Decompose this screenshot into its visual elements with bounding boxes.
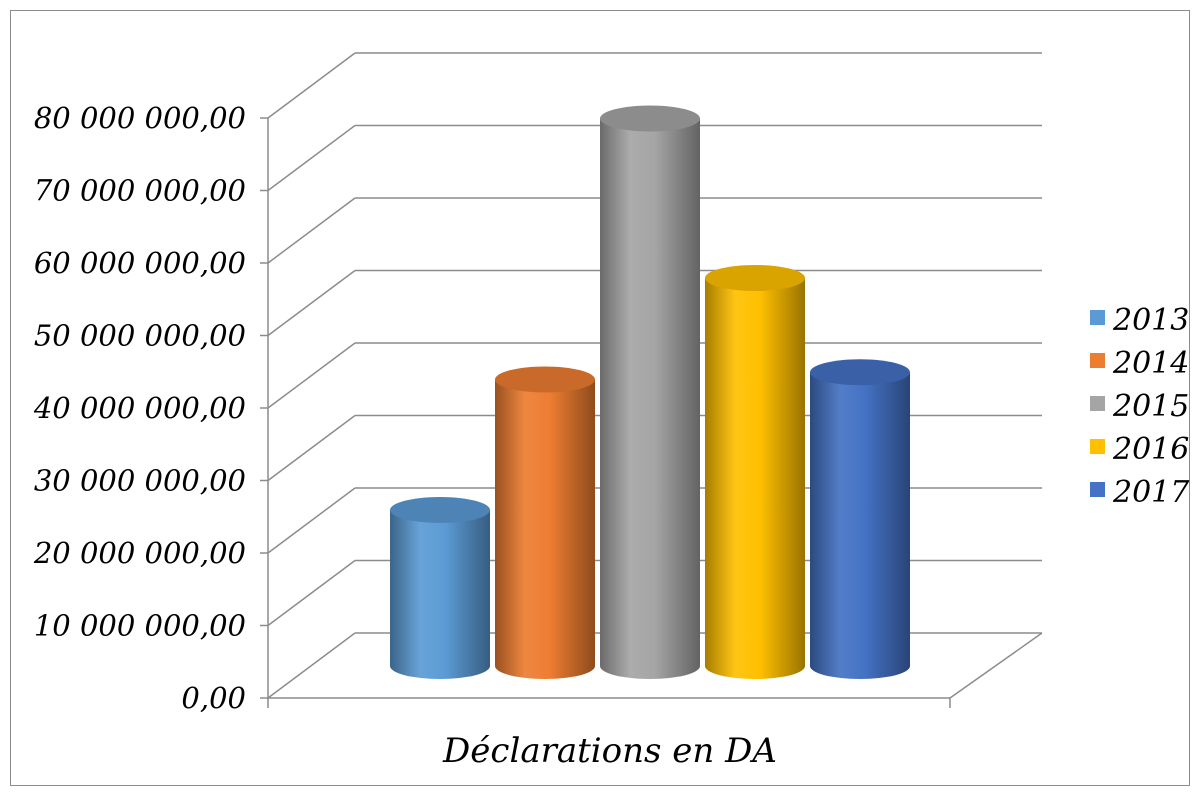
legend-label: 2013 bbox=[1112, 303, 1189, 338]
bar-top bbox=[390, 497, 490, 523]
gridline-side bbox=[267, 342, 356, 409]
bar-top bbox=[600, 105, 700, 132]
legend-label: 2014 bbox=[1112, 346, 1189, 381]
legend-label: 2017 bbox=[1112, 475, 1190, 510]
gridline-side bbox=[267, 487, 356, 554]
legend-item-2016: 2016 bbox=[1090, 432, 1189, 467]
floor-right-edge bbox=[949, 632, 1043, 699]
legend-item-2013: 2013 bbox=[1090, 303, 1189, 338]
y-tick-label: 30 000 000,00 bbox=[34, 464, 246, 498]
legend-label: 2015 bbox=[1112, 389, 1189, 424]
bar-top bbox=[810, 359, 910, 386]
bar-top bbox=[705, 265, 805, 291]
bar-body bbox=[600, 118, 700, 679]
gridline-side bbox=[267, 559, 356, 627]
y-axis: 0,00 10 000 000,00 20 000 000,00 30 000 000… bbox=[33, 101, 269, 715]
y-tick-label: 10 000 000,00 bbox=[34, 609, 246, 643]
gridline-side bbox=[267, 414, 356, 482]
gridline-side bbox=[267, 124, 356, 192]
bar-2017 bbox=[810, 359, 910, 679]
legend-swatch bbox=[1090, 396, 1105, 411]
x-axis-title: Déclarations en DA bbox=[442, 731, 777, 771]
legend-swatch bbox=[1090, 310, 1105, 325]
bar-2014 bbox=[495, 366, 595, 679]
legend-item-2015: 2015 bbox=[1090, 389, 1189, 424]
bar-body bbox=[495, 379, 595, 679]
y-tick-label: 80 000 000,00 bbox=[34, 101, 246, 135]
y-tick-label: 40 000 000,00 bbox=[33, 391, 246, 425]
legend-item-2014: 2014 bbox=[1090, 346, 1189, 381]
bar-2013 bbox=[390, 497, 490, 679]
legend-swatch bbox=[1090, 439, 1105, 454]
y-tick-label: 70 000 000,00 bbox=[34, 174, 246, 208]
legend-swatch bbox=[1090, 353, 1105, 368]
bars bbox=[390, 105, 910, 679]
legend-label: 2016 bbox=[1112, 432, 1189, 467]
y-tick-label: 50 000 000,00 bbox=[34, 319, 246, 353]
y-tick-label: 60 000 000,00 bbox=[34, 246, 246, 280]
gridline-side bbox=[267, 52, 356, 119]
bar-body bbox=[810, 372, 910, 679]
gridline-side bbox=[267, 269, 356, 337]
gridline-side bbox=[267, 197, 356, 264]
y-tick-label: 0,00 bbox=[181, 681, 246, 715]
bar-2016 bbox=[705, 265, 805, 679]
legend-swatch bbox=[1090, 482, 1105, 497]
bar-body bbox=[390, 510, 490, 679]
bar-2015 bbox=[600, 105, 700, 679]
legend: 2013 2014 2015 2016 2017 bbox=[1090, 303, 1190, 510]
bar-top bbox=[495, 366, 595, 393]
bar-body bbox=[705, 278, 805, 679]
y-tick-label: 20 000 000,00 bbox=[33, 536, 246, 570]
gridline-side bbox=[267, 632, 356, 699]
legend-item-2017: 2017 bbox=[1090, 475, 1190, 510]
